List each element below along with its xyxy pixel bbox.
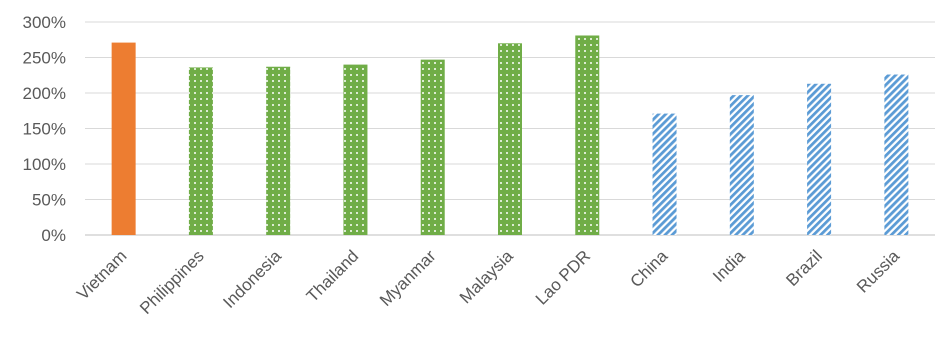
y-tick-label: 0% (41, 226, 66, 245)
bar-lao-pdr (575, 35, 600, 235)
x-tick-label: Indonesia (219, 246, 285, 312)
bar-vietnam (111, 42, 136, 236)
x-tick-label: Thailand (303, 246, 363, 306)
y-tick-label: 50% (32, 191, 66, 210)
bars (111, 35, 909, 236)
x-tick-label: Vietnam (73, 246, 130, 303)
bar-myanmar (420, 59, 445, 235)
bar-thailand (343, 64, 368, 235)
y-tick-label: 100% (23, 155, 66, 174)
y-tick-label: 200% (23, 84, 66, 103)
x-tick-label: Myanmar (376, 246, 440, 310)
bar-russia (884, 74, 909, 235)
x-axis-ticks: Vietnam Philippines Indonesia Thailand Myanm… (73, 246, 903, 318)
x-tick-label: India (709, 246, 749, 286)
bar-philippines (188, 67, 213, 235)
y-axis-ticks: 0% 50% 100% 150% 200% 250% 300% (23, 13, 66, 245)
x-tick-label: Malaysia (456, 246, 517, 307)
bar-china (652, 113, 677, 235)
x-tick-label: Philippines (136, 246, 208, 318)
x-tick-label: Russia (853, 246, 904, 297)
bar-india (729, 95, 754, 235)
bar-indonesia (266, 66, 291, 235)
y-tick-label: 300% (23, 13, 66, 32)
bar-brazil (807, 83, 832, 236)
y-tick-label: 150% (23, 120, 66, 139)
x-tick-label: Brazil (782, 246, 825, 289)
y-tick-label: 250% (23, 49, 66, 68)
x-tick-label: Lao PDR (532, 246, 594, 308)
bar-malaysia (498, 43, 522, 235)
x-tick-label: China (627, 246, 672, 291)
